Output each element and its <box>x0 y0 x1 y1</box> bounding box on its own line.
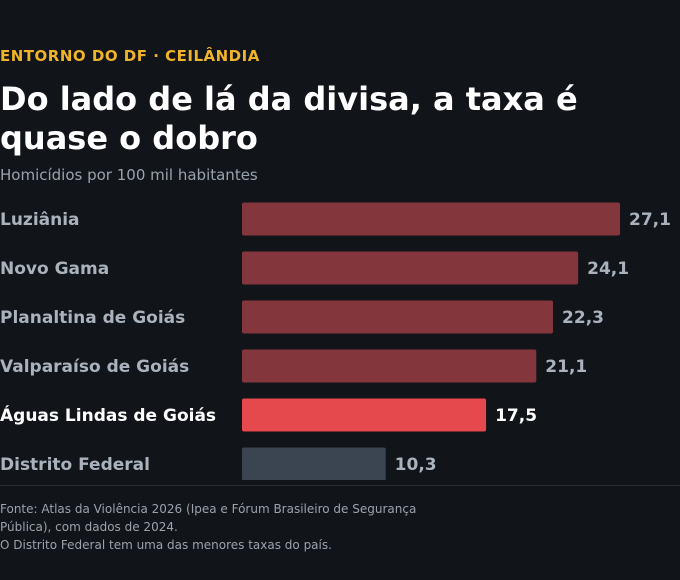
bar-chart: Luziânia 27,1 Novo Gama 24,1 Planaltina de G… <box>0 202 671 480</box>
value-label: 17,5 <box>495 406 537 426</box>
chart-subtitle: Homicídios por 100 mil habitantes <box>0 166 258 184</box>
category-label: Novo Gama <box>0 259 109 279</box>
kicker: ENTORNO DO DF · CEILÂNDIA <box>0 47 260 65</box>
value-label: 10,3 <box>395 455 437 475</box>
bar <box>242 349 537 383</box>
value-label: 21,1 <box>545 357 587 377</box>
value-label: 24,1 <box>587 259 629 279</box>
bar <box>242 251 579 285</box>
value-label: 27,1 <box>629 210 671 230</box>
chart-title: Do lado de lá da divisa, a taxa é quase … <box>0 80 578 157</box>
category-label: Luziânia <box>0 210 80 230</box>
bar <box>242 202 620 236</box>
category-label: Valparaíso de Goiás <box>0 357 189 377</box>
category-label: Distrito Federal <box>0 455 150 475</box>
category-label: Planaltina de Goiás <box>0 308 185 328</box>
footnote: O Distrito Federal tem uma das menores t… <box>0 538 332 552</box>
bar <box>242 300 554 334</box>
source-note: Fonte: Atlas da Violência 2026 (Ipea e F… <box>0 502 417 534</box>
value-label: 22,3 <box>562 308 604 328</box>
bar <box>242 447 386 480</box>
category-label: Águas Lindas de Goiás <box>0 404 216 426</box>
divider <box>0 485 680 486</box>
bar <box>242 398 487 432</box>
